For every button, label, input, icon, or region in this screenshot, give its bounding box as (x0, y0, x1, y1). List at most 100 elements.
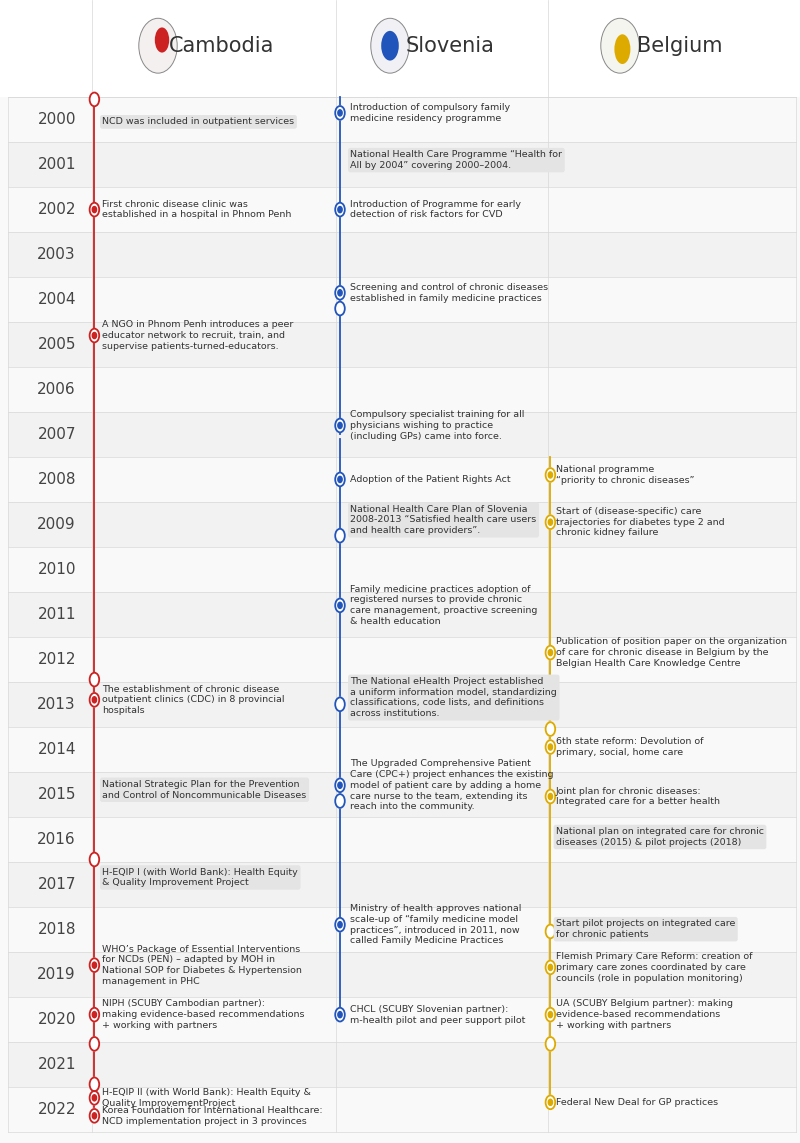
Ellipse shape (155, 27, 170, 53)
FancyBboxPatch shape (8, 232, 796, 277)
Text: 2010: 2010 (38, 562, 76, 577)
Text: 2022: 2022 (38, 1102, 76, 1117)
Text: WHO’s Package of Essential Interventions
for NCDs (PEN) – adapted by MOH in
Nati: WHO’s Package of Essential Interventions… (102, 944, 302, 985)
Text: 2007: 2007 (38, 427, 76, 442)
Circle shape (546, 790, 555, 804)
Text: 2005: 2005 (38, 337, 76, 352)
Circle shape (90, 1109, 99, 1122)
Text: Cambodia: Cambodia (170, 35, 274, 56)
Circle shape (90, 958, 99, 972)
Text: 2009: 2009 (38, 517, 76, 531)
Text: 2017: 2017 (38, 877, 76, 892)
Circle shape (338, 110, 342, 115)
Circle shape (92, 333, 97, 338)
FancyBboxPatch shape (8, 502, 796, 546)
Circle shape (335, 599, 345, 613)
FancyBboxPatch shape (8, 952, 796, 997)
Text: Introduction of compulsory family
medicine residency programme: Introduction of compulsory family medici… (350, 103, 510, 122)
Circle shape (90, 673, 99, 687)
Circle shape (335, 697, 345, 711)
Text: National Strategic Plan for the Prevention
and Control of Noncommunicable Diseas: National Strategic Plan for the Preventi… (102, 780, 306, 800)
Ellipse shape (601, 18, 639, 73)
Circle shape (92, 697, 97, 703)
Circle shape (338, 207, 342, 213)
Circle shape (92, 962, 97, 968)
Text: National Health Care Plan of Slovenia
2008-2013 “Satisfied health care users
and: National Health Care Plan of Slovenia 20… (350, 505, 537, 535)
Circle shape (548, 1100, 553, 1105)
Text: Federal New Deal for GP practices: Federal New Deal for GP practices (556, 1097, 718, 1106)
Circle shape (335, 794, 345, 808)
Text: The establishment of chronic disease
outpatient clinics (CDC) in 8 provincial
ho: The establishment of chronic disease out… (102, 685, 285, 716)
Text: 2003: 2003 (38, 247, 76, 262)
Text: Publication of position paper on the organization
of care for chronic disease in: Publication of position paper on the org… (556, 638, 787, 668)
Text: 2012: 2012 (38, 652, 76, 666)
Text: Korea Foundation for International Healthcare:
NCD implementation project in 3 p: Korea Foundation for International Healt… (102, 1106, 323, 1126)
Circle shape (338, 423, 342, 429)
Text: The Upgraded Comprehensive Patient
Care (CPC+) project enhances the existing
mod: The Upgraded Comprehensive Patient Care … (350, 759, 554, 812)
Circle shape (548, 472, 553, 478)
Text: The National eHealth Project established
a uniform information model, standardiz: The National eHealth Project established… (350, 677, 557, 718)
Text: 2006: 2006 (38, 382, 76, 397)
Circle shape (338, 477, 342, 482)
Circle shape (92, 207, 97, 213)
Circle shape (548, 1012, 553, 1017)
Circle shape (90, 329, 99, 343)
Circle shape (335, 918, 345, 932)
Text: Introduction of Programme for early
detection of risk factors for CVD: Introduction of Programme for early dete… (350, 200, 522, 219)
Circle shape (92, 1012, 97, 1017)
Circle shape (546, 1095, 555, 1109)
Circle shape (335, 778, 345, 792)
Text: Flemish Primary Care Reform: creation of
primary care zones coordinated by care
: Flemish Primary Care Reform: creation of… (556, 952, 753, 983)
Text: 2004: 2004 (38, 293, 76, 307)
Circle shape (335, 302, 345, 315)
Text: 2008: 2008 (38, 472, 76, 487)
Text: H-EQIP II (with World Bank): Health Equity &
Quality ImprovementProject: H-EQIP II (with World Bank): Health Equi… (102, 1088, 311, 1108)
Text: National programme
“priority to chronic diseases”: National programme “priority to chronic … (556, 465, 694, 485)
Text: Start pilot projects on integrated care
for chronic patients: Start pilot projects on integrated care … (556, 919, 735, 940)
Circle shape (546, 469, 555, 482)
FancyBboxPatch shape (0, 0, 800, 97)
Circle shape (338, 602, 342, 608)
Text: NCD was included in outpatient services: NCD was included in outpatient services (102, 118, 294, 127)
Circle shape (335, 472, 345, 486)
Text: H-EQIP I (with World Bank): Health Equity
& Quality Improvement Project: H-EQIP I (with World Bank): Health Equit… (102, 868, 298, 887)
Text: Ministry of health approves national
scale-up of “family medicine model
practice: Ministry of health approves national sca… (350, 904, 522, 945)
FancyBboxPatch shape (8, 862, 796, 906)
Circle shape (90, 693, 99, 706)
FancyBboxPatch shape (8, 1041, 796, 1087)
Ellipse shape (614, 34, 630, 64)
Circle shape (335, 202, 345, 216)
FancyBboxPatch shape (8, 142, 796, 187)
Ellipse shape (139, 18, 178, 73)
Text: 2013: 2013 (38, 697, 76, 712)
Circle shape (90, 202, 99, 216)
Text: Slovenia: Slovenia (406, 35, 494, 56)
Text: National Health Care Programme “Health for
All by 2004” covering 2000–2004.: National Health Care Programme “Health f… (350, 150, 562, 170)
Circle shape (548, 649, 553, 656)
Circle shape (92, 1095, 97, 1101)
Circle shape (548, 793, 553, 800)
Text: 2019: 2019 (38, 967, 76, 982)
FancyBboxPatch shape (8, 682, 796, 727)
Text: 2018: 2018 (38, 921, 76, 936)
Circle shape (335, 286, 345, 299)
FancyBboxPatch shape (8, 322, 796, 367)
Circle shape (335, 529, 345, 543)
Text: Compulsory specialist training for all
physicians wishing to practice
(including: Compulsory specialist training for all p… (350, 410, 525, 441)
Circle shape (546, 925, 555, 938)
FancyBboxPatch shape (8, 772, 796, 817)
Ellipse shape (371, 18, 409, 73)
Circle shape (546, 515, 555, 529)
Text: Joint plan for chronic diseases:
Integrated care for a better health: Joint plan for chronic diseases: Integra… (556, 786, 720, 806)
Circle shape (90, 853, 99, 866)
Circle shape (90, 1078, 99, 1092)
Circle shape (546, 741, 555, 754)
Text: 2001: 2001 (38, 157, 76, 173)
Circle shape (338, 782, 342, 789)
FancyBboxPatch shape (8, 411, 796, 457)
Circle shape (546, 1037, 555, 1050)
Text: 2000: 2000 (38, 112, 76, 127)
Text: A NGO in Phnom Penh introduces a peer
educator network to recruit, train, and
su: A NGO in Phnom Penh introduces a peer ed… (102, 320, 294, 351)
Circle shape (548, 744, 553, 750)
Circle shape (548, 965, 553, 970)
